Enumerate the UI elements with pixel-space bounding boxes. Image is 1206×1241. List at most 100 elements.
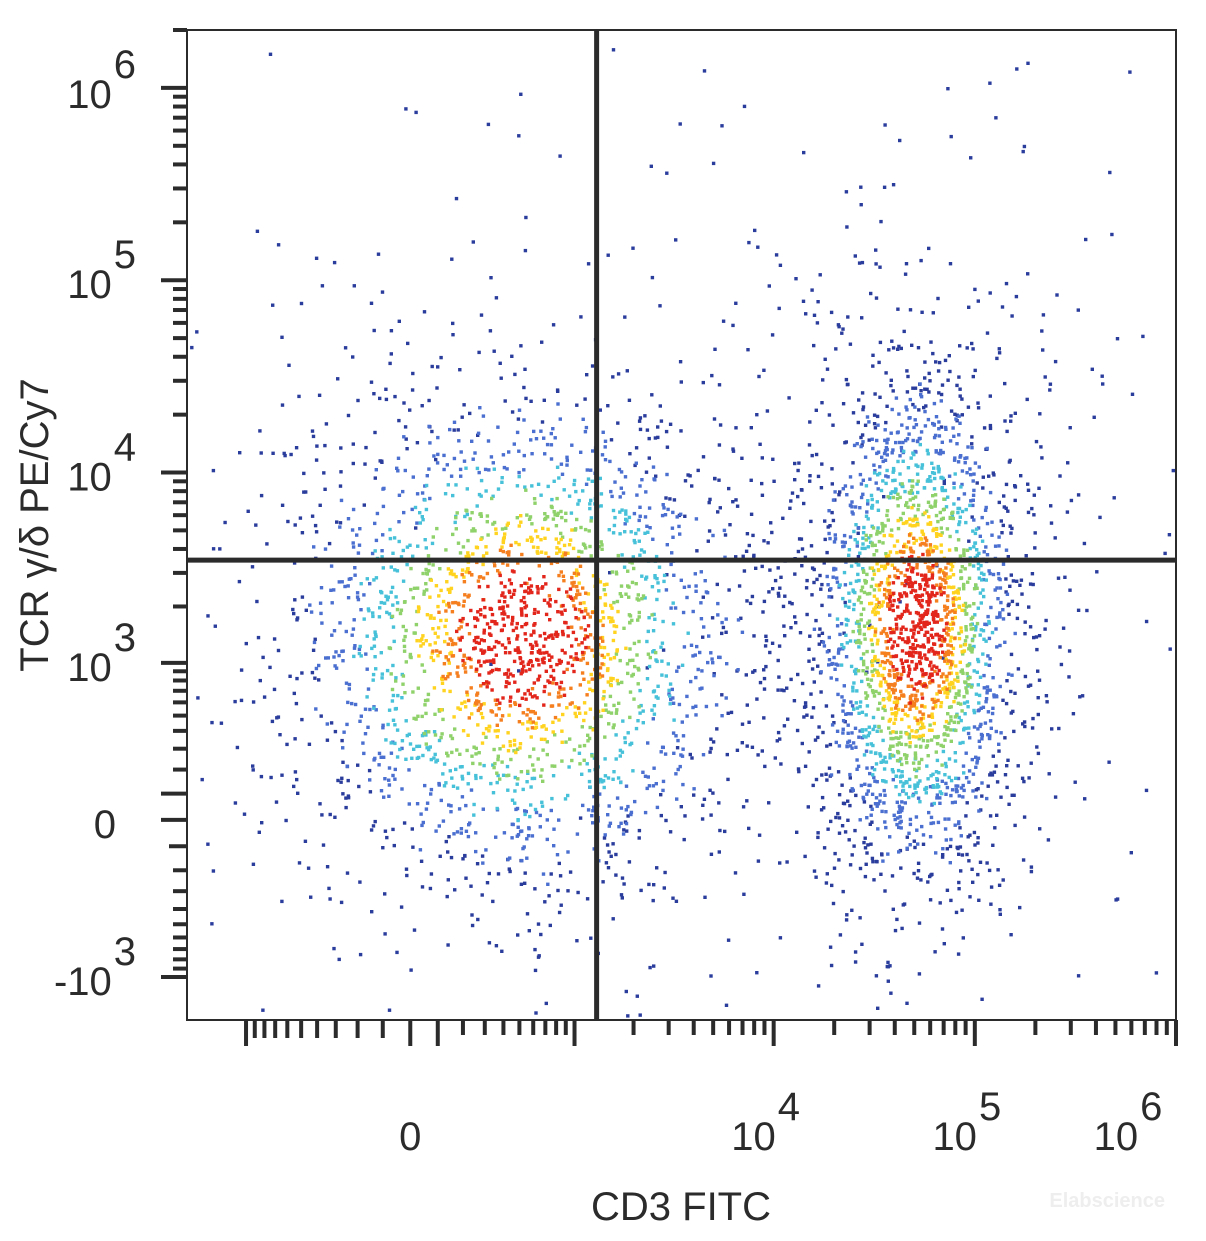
event-dot	[371, 614, 375, 619]
event-dot	[565, 706, 569, 710]
event-dot	[911, 761, 916, 765]
event-dot	[474, 616, 479, 620]
event-dot	[900, 484, 904, 488]
event-dot	[435, 758, 440, 762]
event-dot	[1013, 823, 1017, 828]
event-dot	[939, 476, 943, 480]
event-dot	[882, 704, 887, 709]
event-dot	[405, 545, 410, 549]
event-dot	[640, 478, 644, 482]
event-dot	[665, 445, 670, 449]
event-dot	[944, 764, 948, 769]
event-dot	[920, 692, 924, 696]
event-dot	[513, 680, 517, 684]
event-dot	[384, 594, 388, 598]
event-dot	[487, 468, 491, 472]
event-dot	[659, 419, 664, 423]
event-dot	[934, 562, 939, 567]
event-dot	[947, 682, 952, 686]
event-dot	[542, 631, 547, 636]
event-dot	[821, 378, 825, 382]
event-dot	[933, 433, 938, 438]
event-dot	[650, 708, 654, 712]
event-dot	[872, 694, 877, 698]
event-dot	[928, 898, 933, 902]
event-dot	[890, 534, 894, 538]
event-dot	[814, 618, 818, 623]
event-dot	[435, 649, 439, 653]
event-dot	[280, 773, 284, 777]
event-dot	[926, 549, 931, 554]
event-dot	[963, 601, 968, 606]
event-dot	[973, 368, 977, 373]
event-dot	[610, 494, 614, 499]
event-dot	[857, 735, 861, 739]
event-dot	[574, 568, 579, 572]
event-dot	[307, 742, 312, 746]
event-dot	[582, 758, 586, 762]
event-dot	[889, 431, 893, 435]
event-dot	[585, 762, 589, 766]
event-dot	[950, 514, 955, 518]
event-dot	[515, 484, 520, 488]
event-dot	[351, 627, 356, 631]
event-dot	[582, 718, 586, 723]
event-dot	[910, 684, 914, 688]
event-dot	[421, 642, 425, 646]
event-dot	[740, 722, 745, 726]
event-dot	[526, 771, 530, 775]
event-dot	[969, 623, 973, 627]
event-dot	[846, 818, 850, 822]
event-dot	[549, 808, 553, 813]
event-dot	[935, 591, 939, 596]
event-dot	[899, 866, 903, 870]
event-dot	[646, 652, 651, 656]
event-dot	[441, 717, 445, 722]
event-dot	[947, 354, 951, 358]
event-dot	[990, 533, 994, 537]
event-dot	[549, 674, 553, 679]
event-dot	[998, 643, 1002, 648]
event-dot	[970, 435, 974, 439]
event-dot	[816, 984, 821, 988]
event-dot	[861, 536, 865, 540]
event-dot	[949, 715, 953, 719]
event-dot	[891, 495, 896, 500]
event-dot	[659, 645, 663, 649]
event-dot	[873, 633, 877, 638]
event-dot	[954, 789, 959, 794]
event-dot	[959, 670, 963, 674]
event-dot	[393, 394, 397, 399]
event-dot	[972, 725, 977, 729]
event-dot	[872, 775, 876, 780]
event-dot	[513, 648, 518, 652]
event-dot	[551, 323, 556, 327]
event-dot	[946, 733, 950, 737]
event-dot	[763, 644, 768, 648]
event-dot	[486, 122, 491, 127]
event-dot	[474, 752, 478, 756]
event-dot	[762, 368, 766, 372]
event-dot	[953, 636, 957, 640]
event-dot	[940, 638, 945, 643]
event-dot	[880, 809, 884, 814]
event-dot	[484, 848, 488, 852]
event-dot	[857, 398, 861, 402]
event-dot	[625, 829, 629, 833]
event-dot	[609, 620, 613, 624]
event-dot	[1023, 724, 1027, 729]
event-dot	[899, 445, 904, 450]
event-dot	[648, 526, 652, 530]
event-dot	[936, 519, 940, 524]
event-dot	[941, 476, 945, 481]
event-dot	[857, 645, 861, 649]
event-dot	[487, 632, 492, 636]
event-dot	[314, 530, 319, 534]
event-dot	[511, 822, 515, 827]
event-dot	[566, 594, 570, 598]
event-dot	[968, 562, 972, 567]
event-dot	[590, 814, 594, 818]
event-dot	[664, 674, 668, 678]
event-dot	[981, 629, 986, 633]
event-dot	[909, 456, 913, 460]
